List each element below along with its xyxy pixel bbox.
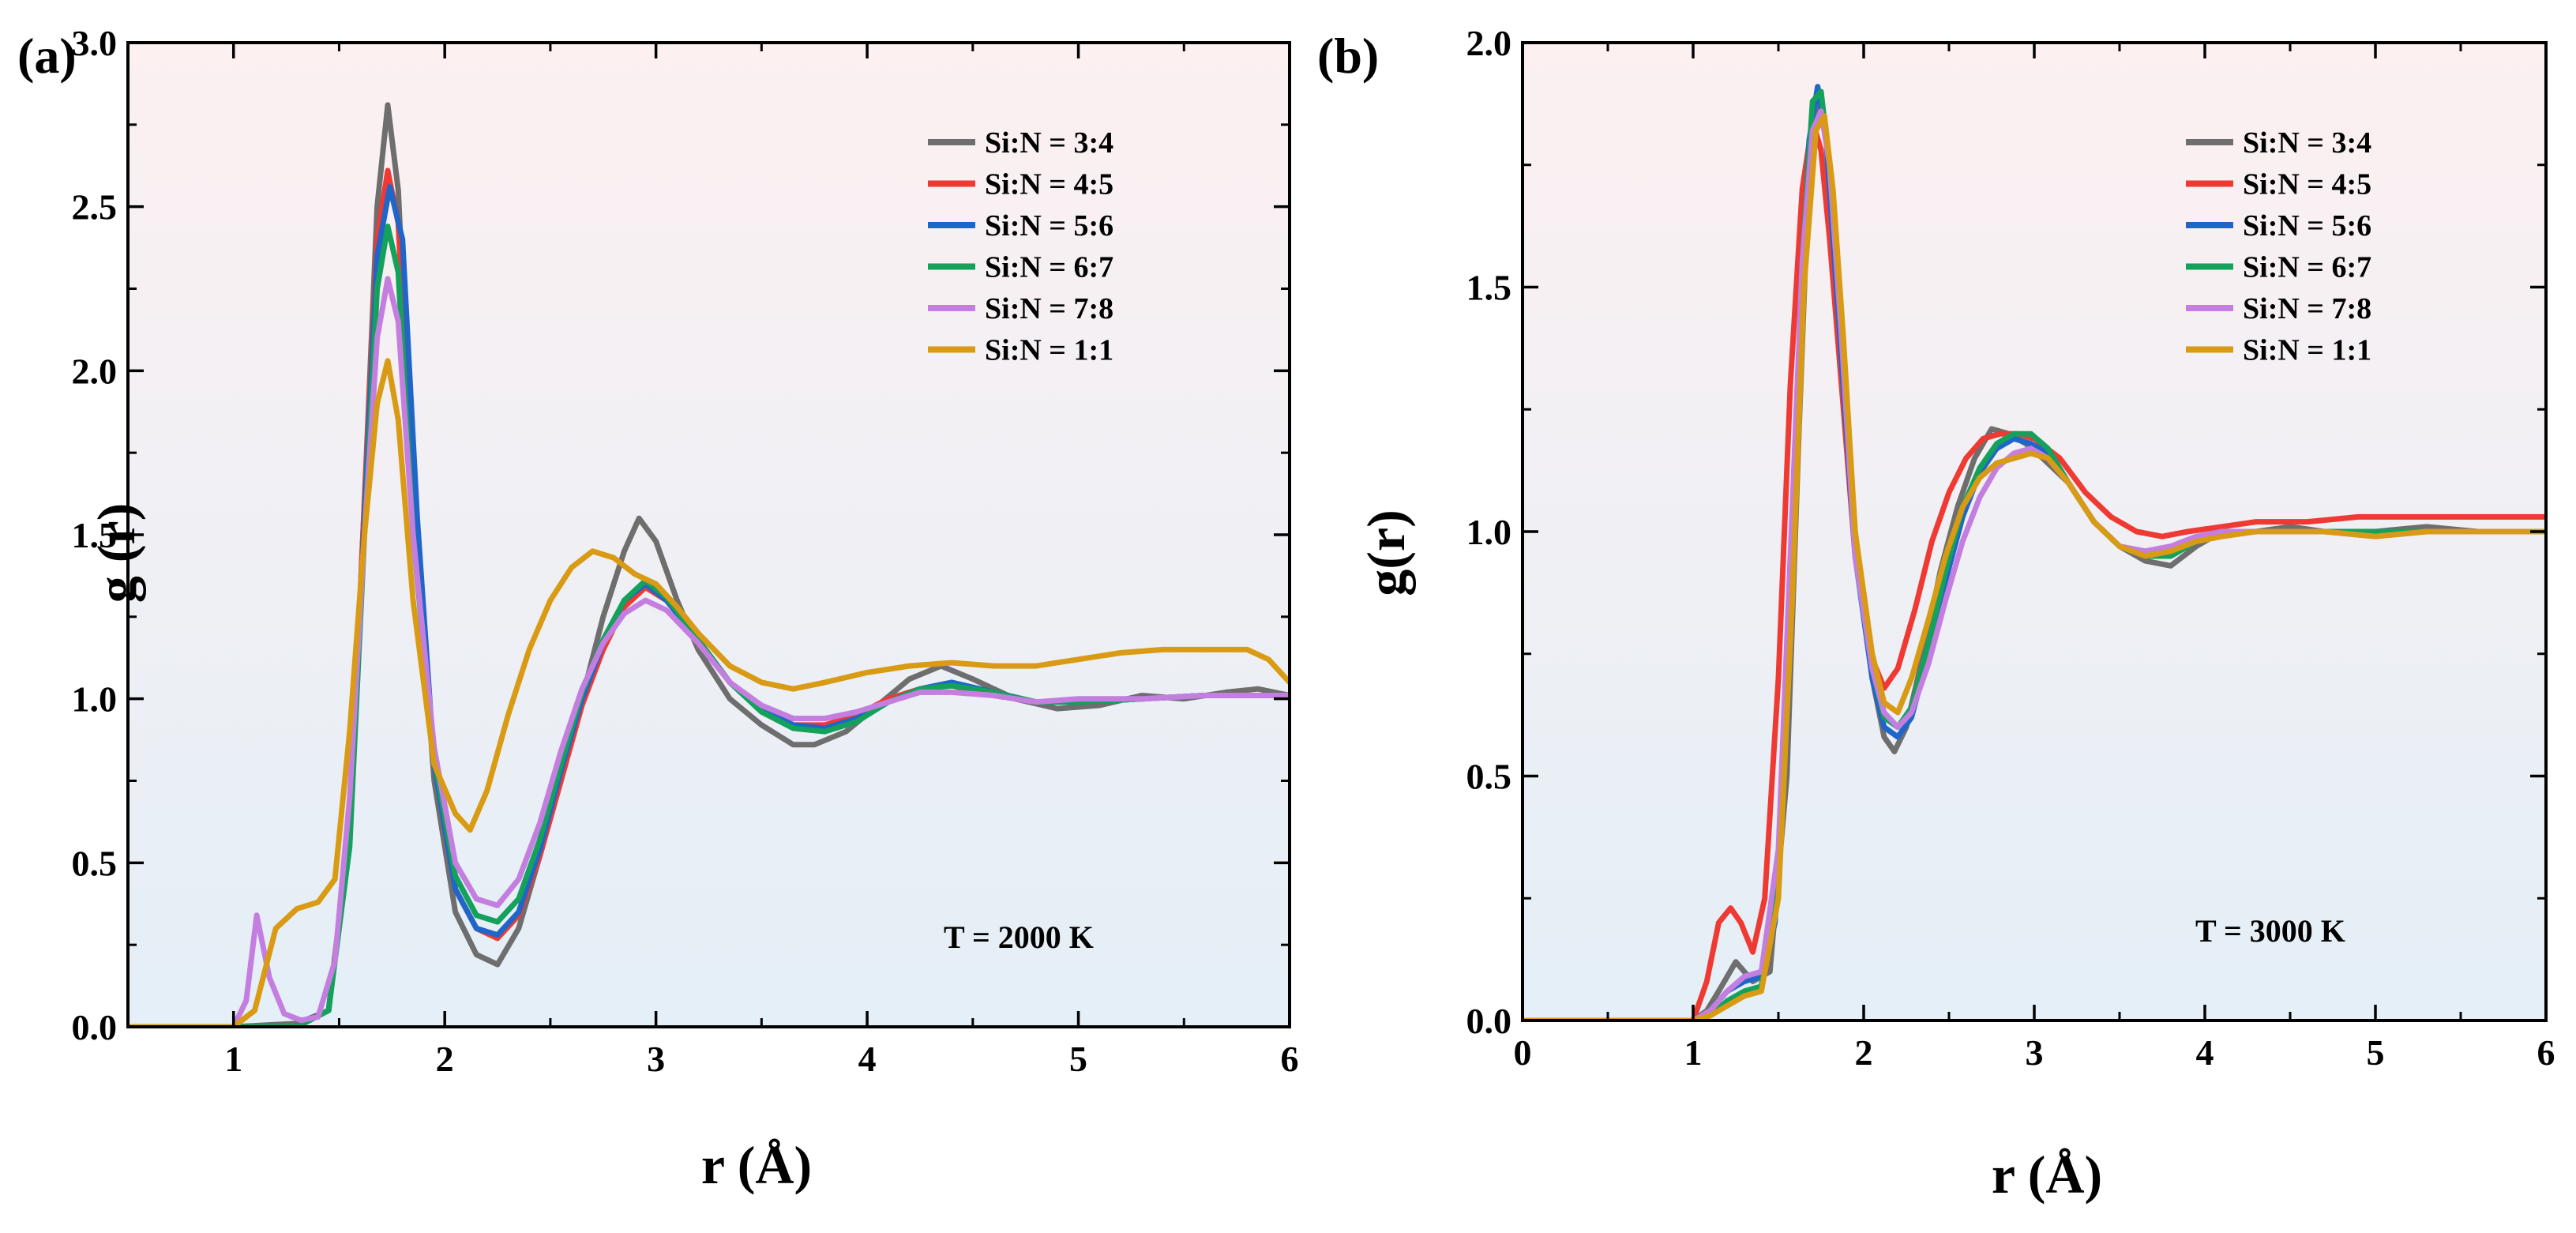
- panel-a-x-axis-title: r (Å): [701, 1135, 812, 1195]
- panel-a-legend-label: Si:N = 4:5: [985, 168, 1113, 201]
- panel-a-y-tick-label: 0.0: [72, 1007, 118, 1047]
- panel-b-legend-label: Si:N = 5:6: [2243, 209, 2371, 242]
- panel-a-y-tick-label: 1.0: [72, 679, 118, 720]
- panel-b-x-tick-label: 1: [1684, 1032, 1703, 1073]
- panel-b-y-tick-label: 0.0: [1466, 1001, 1512, 1041]
- panel-a-x-tick-label: 6: [1281, 1039, 1299, 1079]
- panel-a-x-tick-label: 5: [1069, 1039, 1087, 1079]
- panel-a-y-tick-label: 3.0: [72, 23, 118, 63]
- panel-b-series-line-6: [1523, 113, 2546, 1021]
- panel-a-label: (a): [17, 28, 77, 84]
- panel-a-y-tick-label: 0.5: [72, 843, 118, 883]
- panel-a-y-axis-title: g (r): [86, 503, 146, 603]
- panel-b-axes: 0 1 2 3 4 5 6 0.0 0.5 1.0 1.5 2.0: [1466, 23, 2555, 1073]
- panel-b-legend-label: Si:N = 1:1: [2243, 334, 2371, 367]
- panel-a-x-tick-label: 1: [224, 1039, 242, 1079]
- panel-b-y-axis-title: g(r): [1356, 509, 1416, 596]
- panel-b-y-tick-label: 0.5: [1466, 757, 1512, 797]
- panel-a-legend-label: Si:N = 1:1: [985, 334, 1113, 367]
- panel-b-x-tick-label: 4: [2196, 1032, 2214, 1073]
- panel-b-x-tick-label: 6: [2537, 1032, 2555, 1073]
- panel-b-y-tick-label: 1.5: [1466, 268, 1512, 308]
- panel-b-temperature-annotation: T = 3000 K: [2195, 913, 2345, 949]
- panel-b-legend-label: Si:N = 6:7: [2243, 251, 2371, 284]
- panel-a-series-line-6: [128, 358, 1290, 1027]
- panel-a-plot-area: [128, 43, 1290, 1027]
- panel-a-temperature-annotation: T = 2000 K: [944, 919, 1094, 955]
- panel-b-legend-label: Si:N = 3:4: [2243, 126, 2371, 160]
- panel-a-x-tick-label: 4: [858, 1039, 877, 1079]
- panel-b-series: [1523, 84, 2546, 1021]
- panel-a-legend-label: Si:N = 5:6: [985, 209, 1113, 242]
- panel-a: (a) 1 2 3 4 5 6 0.0 0.5 1.0 1.5 2.0 2.5 3.0 Si:N = 3…: [17, 23, 1299, 1195]
- panel-a-series: [128, 102, 1290, 1027]
- panel-a-x-tick-label: 2: [436, 1039, 454, 1079]
- panel-b-legend: Si:N = 3:4 Si:N = 4:5 Si:N = 5:6 Si:N = 6:7…: [2186, 126, 2371, 367]
- panel-a-y-tick-label: 2.5: [72, 187, 118, 227]
- panel-b-legend-label: Si:N = 4:5: [2243, 168, 2371, 201]
- panel-a-legend-label: Si:N = 3:4: [985, 126, 1113, 160]
- panel-a-y-tick-label: 1.5: [72, 515, 118, 555]
- panel-b-x-tick-label: 3: [2026, 1032, 2044, 1073]
- panel-b-x-tick-label: 5: [2367, 1032, 2385, 1073]
- panel-a-legend: Si:N = 3:4 Si:N = 4:5 Si:N = 5:6 Si:N = 6:7…: [928, 126, 1113, 367]
- panel-a-axes: 1 2 3 4 5 6 0.0 0.5 1.0 1.5 2.0 2.5 3.0: [72, 23, 1299, 1079]
- panel-b-label: (b): [1317, 28, 1379, 84]
- panel-a-x-tick-label: 3: [647, 1039, 665, 1079]
- panel-b-y-tick-label: 1.0: [1466, 512, 1512, 552]
- panel-a-y-tick-label: 2.0: [72, 351, 118, 391]
- panel-a-legend-label: Si:N = 6:7: [985, 251, 1113, 284]
- panel-b-series-line-2: [1523, 118, 2546, 1021]
- panel-b: (b) 0 1 2 3 4 5 60.00.51.01.52.0 Si:N = 3:4Si:…: [1317, 23, 2555, 1205]
- panel-a-legend-label: Si:N = 7:8: [985, 292, 1113, 325]
- panel-b-legend-label: Si:N = 7:8: [2243, 292, 2371, 325]
- panel-b-y-tick-label: 2.0: [1466, 23, 1512, 63]
- panel-b-x-tick-label: 0: [1514, 1032, 1532, 1073]
- panel-a-series-line-5: [128, 276, 1290, 1027]
- panel-b-x-tick-label: 2: [1855, 1032, 1873, 1073]
- panel-b-x-axis-title: r (Å): [1992, 1145, 2102, 1205]
